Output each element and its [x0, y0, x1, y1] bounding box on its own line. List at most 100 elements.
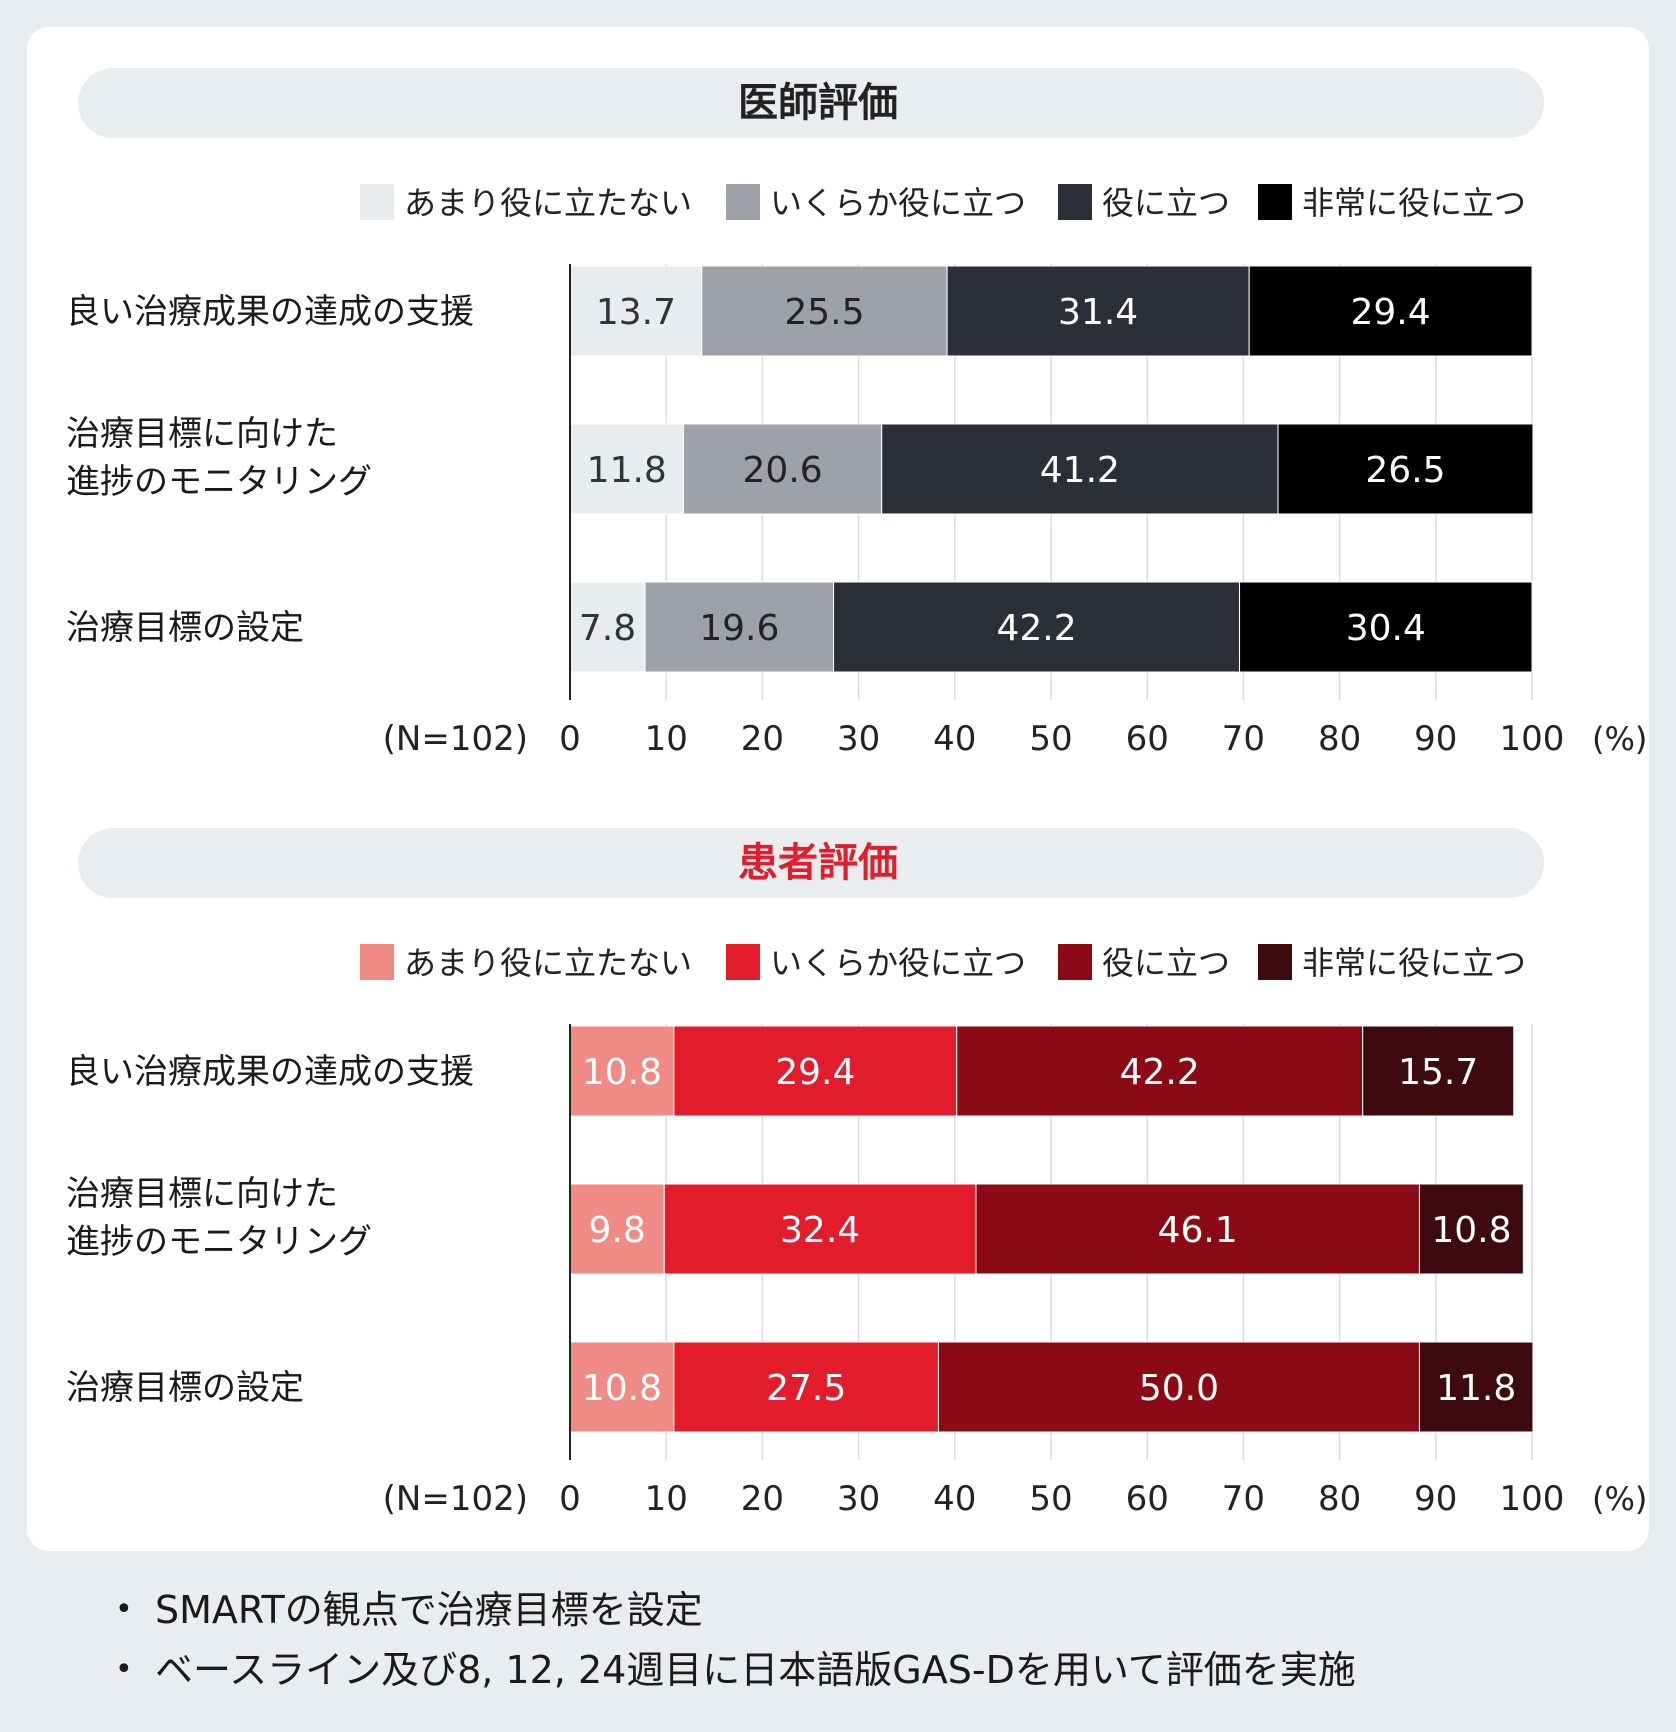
bar-segment — [975, 1183, 1420, 1275]
x-tick-label: 100 — [1500, 1479, 1565, 1519]
section-title-pill — [78, 828, 1544, 898]
x-tick-label: 50 — [1029, 719, 1072, 759]
note-item: • ベースライン及び8, 12, 24週目に日本語版GAS-Dを用いて評価を実施 — [115, 1640, 1356, 1700]
bar-value-label: 29.4 — [775, 1052, 855, 1093]
legend-label: いくらか役に立つ — [770, 184, 1026, 222]
bar-segment — [956, 1025, 1364, 1117]
bar-value-label: 29.4 — [1351, 292, 1431, 333]
bar-value-label: 25.5 — [784, 292, 864, 333]
bar-value-label: 11.8 — [587, 450, 667, 491]
x-tick-label: 10 — [645, 1479, 688, 1519]
bar-segment — [1418, 1183, 1524, 1275]
legend-swatch — [1058, 184, 1092, 220]
x-tick-label: 60 — [1126, 719, 1169, 759]
bar-segment — [1277, 423, 1534, 515]
bar-value-label: 7.8 — [579, 608, 636, 649]
bar-value-label: 27.5 — [766, 1368, 846, 1409]
category-label: 治療目標に向けた — [66, 1174, 338, 1214]
bar-segment — [701, 265, 948, 357]
x-tick-label: 60 — [1126, 1479, 1169, 1519]
bar-segment — [1239, 581, 1533, 673]
x-tick-label: 0 — [559, 719, 581, 759]
x-tick-label: 10 — [645, 719, 688, 759]
bar-value-label: 46.1 — [1158, 1210, 1238, 1251]
category-label: 治療目標に向けた — [66, 414, 338, 454]
bar-segment — [569, 423, 685, 515]
bar-segment — [569, 581, 646, 673]
legend-label: 非常に役に立つ — [1302, 184, 1526, 222]
bar-segment — [881, 423, 1279, 515]
x-tick-label: 20 — [741, 1479, 784, 1519]
note-item: • SMARTの観点で治療目標を設定 — [115, 1580, 1356, 1640]
x-tick-label: 80 — [1318, 1479, 1361, 1519]
legend-swatch — [726, 944, 760, 980]
x-tick-label: 80 — [1318, 719, 1361, 759]
bar-segment — [644, 581, 835, 673]
bar-value-label: 10.8 — [1431, 1210, 1511, 1251]
bar-segment — [833, 581, 1241, 673]
bar-value-label: 13.7 — [596, 292, 676, 333]
bar-value-label: 10.8 — [582, 1052, 662, 1093]
bar-value-label: 41.2 — [1040, 450, 1120, 491]
note-text: ベースライン及び8, 12, 24週目に日本語版GAS-Dを用いて評価を実施 — [155, 1648, 1356, 1692]
x-tick-label: 30 — [837, 719, 880, 759]
x-tick-label: 90 — [1414, 719, 1457, 759]
x-tick-label: 30 — [837, 1479, 880, 1519]
x-axis-unit: (%) — [1592, 1480, 1647, 1518]
section-title-pill — [78, 68, 1544, 138]
legend-swatch — [360, 184, 394, 220]
legend-label: あまり役に立たない — [404, 184, 692, 222]
bar-segment — [569, 1025, 675, 1117]
legend-swatch — [1058, 944, 1092, 980]
bar-value-label: 30.4 — [1346, 608, 1426, 649]
x-tick-label: 50 — [1029, 1479, 1072, 1519]
bar-segment — [1362, 1025, 1515, 1117]
category-label: 良い治療成果の達成の支援 — [66, 1052, 474, 1092]
bar-segment — [937, 1341, 1420, 1433]
legend-swatch — [1258, 944, 1292, 980]
bar-segment — [569, 265, 703, 357]
legend-label: 役に立つ — [1102, 184, 1230, 222]
bar-value-label: 19.6 — [699, 608, 779, 649]
category-label: 良い治療成果の達成の支援 — [66, 292, 474, 332]
bar-segment — [569, 1183, 665, 1275]
bar-value-label: 31.4 — [1058, 292, 1138, 333]
bar-segment — [673, 1025, 958, 1117]
x-tick-label: 40 — [933, 719, 976, 759]
notes-list: • SMARTの観点で治療目標を設定 • ベースライン及び8, 12, 24週目… — [115, 1580, 1356, 1700]
bar-segment — [683, 423, 883, 515]
bar-value-label: 11.8 — [1436, 1368, 1516, 1409]
bar-value-label: 26.5 — [1365, 450, 1445, 491]
bar-segment — [663, 1183, 977, 1275]
section-title: 医師評価 — [738, 80, 898, 126]
category-label: 進捗のモニタリング — [66, 1222, 372, 1262]
x-tick-label: 70 — [1222, 719, 1265, 759]
bar-segment — [946, 265, 1250, 357]
bar-value-label: 32.4 — [780, 1210, 860, 1251]
section-title: 患者評価 — [738, 840, 898, 886]
category-label: 治療目標の設定 — [66, 608, 304, 648]
x-axis-unit: (%) — [1592, 720, 1647, 758]
bar-value-label: 20.6 — [743, 450, 823, 491]
sample-size-label: (N=102) — [383, 1479, 528, 1519]
bar-value-label: 9.8 — [589, 1210, 646, 1251]
x-tick-label: 90 — [1414, 1479, 1457, 1519]
bar-value-label: 15.7 — [1398, 1052, 1478, 1093]
sample-size-label: (N=102) — [383, 719, 528, 759]
bar-value-label: 42.2 — [996, 608, 1076, 649]
x-tick-label: 40 — [933, 1479, 976, 1519]
bar-segment — [1248, 265, 1533, 357]
category-label: 進捗のモニタリング — [66, 462, 372, 502]
legend-label: いくらか役に立つ — [770, 944, 1026, 982]
bullet-dot: • — [115, 1652, 133, 1687]
x-tick-label: 70 — [1222, 1479, 1265, 1519]
bar-segment — [1418, 1341, 1534, 1433]
bullet-dot: • — [115, 1592, 133, 1627]
x-tick-label: 20 — [741, 719, 784, 759]
category-label: 治療目標の設定 — [66, 1368, 304, 1408]
legend-label: 非常に役に立つ — [1302, 944, 1526, 982]
legend-swatch — [360, 944, 394, 980]
legend-swatch — [726, 184, 760, 220]
x-tick-label: 100 — [1500, 719, 1565, 759]
